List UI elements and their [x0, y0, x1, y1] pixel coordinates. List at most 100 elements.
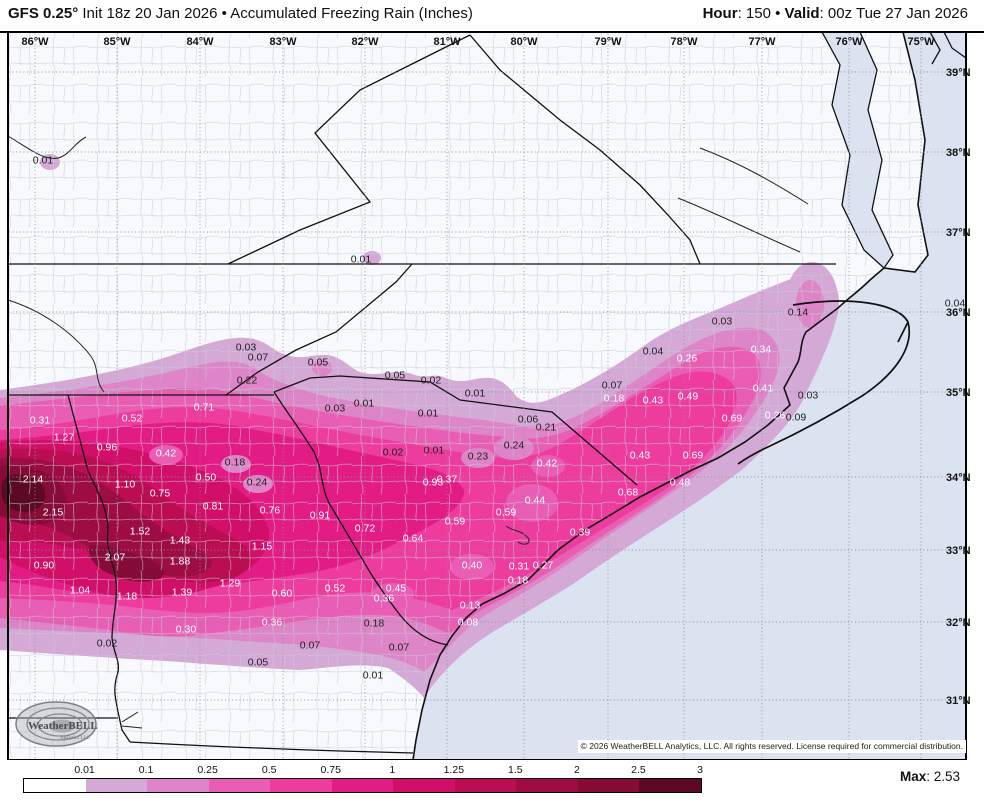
lat-label: 35°N	[946, 387, 971, 399]
colorbar-tick-label: 0.01	[74, 764, 95, 776]
lon-label: 83°W	[269, 36, 297, 48]
colorbar-tick-label: 0.75	[320, 764, 341, 776]
map-value-label: 0.01	[351, 254, 372, 266]
map-value-label: 0.04	[643, 346, 664, 358]
map-value-label: 0.39	[570, 527, 591, 539]
map-value-label: 0.59	[445, 516, 466, 528]
map-value-label: 0.13	[460, 600, 481, 612]
colorbar-tick-label: 2.5	[631, 764, 646, 776]
map-value-label: 2.15	[43, 507, 64, 519]
map-value-label: 1.27	[54, 432, 75, 444]
colorbar-segment	[516, 779, 578, 792]
map-value-label: 0.59	[496, 507, 517, 519]
map-value-label: 0.31	[509, 561, 530, 573]
map-value-label: 2.07	[105, 552, 126, 564]
map-value-label: 0.71	[194, 402, 215, 414]
map-value-label: 0.49	[678, 391, 699, 403]
map-value-label: 0.50	[196, 472, 217, 484]
map-value-label: 0.05	[248, 657, 269, 669]
max-value-text: : 2.53	[926, 769, 960, 784]
map-value-label: 0.69	[722, 413, 743, 425]
map-value-label: 1.29	[220, 578, 241, 590]
lat-label: 37°N	[946, 227, 971, 239]
map-value-label: 0.05	[308, 357, 329, 369]
map-frame	[7, 32, 967, 760]
map-value-label: 0.36	[262, 617, 283, 629]
longitude-axis-labels: 86°W 85°W 84°W 83°W 82°W 81°W 80°W 79°W 78°W 77°W…	[21, 36, 935, 48]
lat-label: 36°N	[946, 307, 971, 319]
map-value-label: 0.22	[237, 375, 258, 387]
map-value-label: 0.31	[30, 415, 51, 427]
lat-label: 32°N	[946, 617, 971, 629]
map-value-label: 2.14	[23, 474, 44, 486]
map-value-label: 0.68	[618, 487, 639, 499]
map-value-label: 0.02	[97, 638, 118, 650]
map-value-label: 0.26	[765, 410, 786, 422]
lon-label: 84°W	[186, 36, 214, 48]
map-value-label: 1.04	[70, 585, 91, 597]
accumulation-value-labels: 0.010.010.030.070.220.050.05 0.020.010.03…	[23, 155, 966, 682]
valid-label: Valid	[784, 5, 820, 22]
colorbar-tick-label: 0.5	[261, 764, 277, 776]
map-value-label: 0.81	[203, 501, 224, 513]
colorbar-tick-label: 2	[573, 764, 580, 776]
lon-label: 77°W	[748, 36, 776, 48]
map-value-label: 0.27	[533, 560, 554, 572]
colorbar-footer: 0.01 0.1 0.25 0.5 0.75 1 1.25 1.5 2 2.5 3 Max: 2.5…	[0, 760, 984, 808]
lon-label: 85°W	[103, 36, 131, 48]
map-value-label: 0.18	[225, 457, 246, 469]
lon-label: 81°W	[433, 36, 461, 48]
lon-label: 80°W	[510, 36, 538, 48]
lat-label: 33°N	[946, 545, 971, 557]
map-value-label: 0.48	[670, 477, 691, 489]
map-value-label: 0.37	[437, 474, 458, 486]
map-value-label: 0.03	[712, 316, 733, 328]
map-value-label: 0.43	[630, 450, 651, 462]
map-value-label: 0.01	[354, 398, 375, 410]
map-value-label: 0.07	[389, 642, 410, 654]
colorbar-segment	[147, 779, 209, 792]
map-value-label: 0.03	[236, 342, 257, 354]
map-value-label: 0.07	[602, 380, 623, 392]
map-value-label: 0.01	[33, 155, 54, 167]
map-value-label: 0.03	[325, 403, 346, 415]
colorbar-tick-label: 1.5	[508, 764, 523, 776]
valid-value: : 00z Tue 27 Jan 2026	[819, 5, 968, 22]
outer-banks	[737, 300, 910, 465]
lon-label: 75°W	[907, 36, 935, 48]
map-value-label: 0.21	[536, 422, 557, 434]
colorbar-tick-label: 3	[697, 764, 703, 776]
map-value-label: 0.93	[423, 477, 444, 489]
map-value-label: 0.05	[385, 370, 406, 382]
lon-label: 82°W	[351, 36, 379, 48]
map-value-label: 0.64	[403, 533, 424, 545]
colorbar-tick-label: 1	[389, 764, 396, 776]
hour-label: Hour	[702, 5, 738, 22]
model-name: GFS 0.25°	[8, 5, 79, 22]
hour-value: : 150 •	[737, 5, 785, 22]
colorbar-segment	[639, 779, 701, 792]
map-value-label: 0.30	[176, 624, 197, 636]
colorbar-segment	[393, 779, 455, 792]
map-value-label: 0.42	[156, 448, 177, 460]
map-value-label: 0.07	[300, 640, 321, 652]
map-value-label: 0.18	[604, 393, 625, 405]
map-value-label: 0.69	[683, 450, 704, 462]
map-value-label: 0.23	[468, 451, 489, 463]
map-value-label: 1.39	[172, 587, 193, 599]
logo-subtext: Analytics LLC	[60, 736, 91, 741]
map-value-label: 0.04	[945, 298, 966, 310]
colorbar-segment	[577, 779, 640, 792]
map-value-label: 0.07	[248, 352, 269, 364]
lon-label: 79°W	[594, 36, 622, 48]
map-value-label: 0.96	[97, 442, 118, 454]
map-value-label: 1.10	[115, 479, 136, 491]
state-borders	[8, 34, 836, 754]
map-value-label: 0.41	[753, 383, 774, 395]
map-value-label: 1.52	[130, 526, 151, 538]
map-value-label: 0.91	[310, 510, 331, 522]
header-bar: GFS 0.25° Init 18z 20 Jan 2026 • Accumul…	[0, 0, 984, 33]
map-value-label: 0.09	[786, 412, 807, 424]
map-value-label: 0.02	[383, 447, 404, 459]
